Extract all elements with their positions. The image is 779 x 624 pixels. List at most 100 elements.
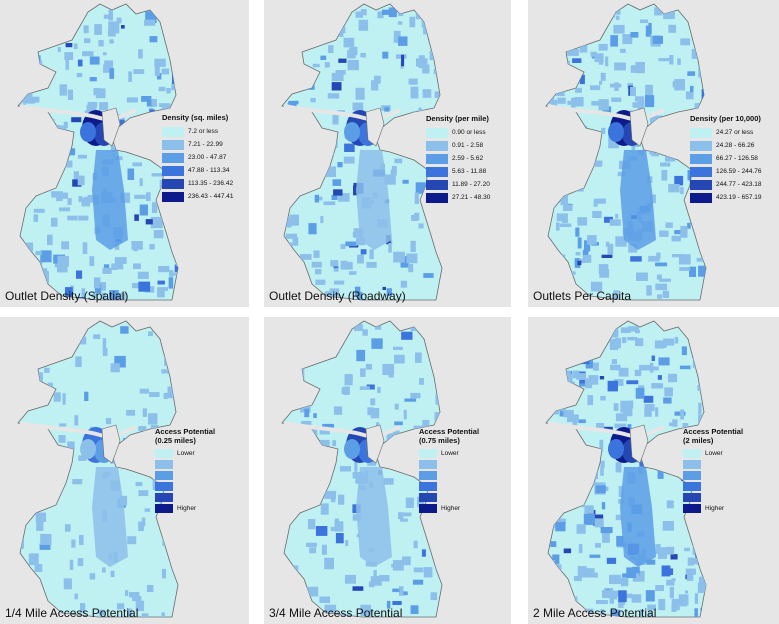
tract [310,97,316,103]
tract [167,386,175,399]
panel-caption: Outlet Density (Roadway) [269,289,406,303]
downtown-hotspot [344,122,360,142]
tract [603,12,616,18]
tract [669,586,674,599]
tract [102,267,112,274]
legend-item: Higher [155,503,215,513]
tract [312,63,320,68]
tract [382,363,395,376]
tract [169,48,178,59]
tract [626,567,637,578]
tract [563,67,574,77]
legend-item: 126.59 - 244.76 [690,165,762,178]
tract [408,263,414,273]
map-panel: Density (per mile) 0.90 or less 0.91 - 2.5… [264,0,511,307]
legend-swatch [162,191,184,202]
tract [388,7,397,18]
tract [601,254,613,258]
legend-title: Access Potential [419,427,480,436]
tract [421,16,426,28]
tract [138,490,149,497]
tract [62,393,66,405]
south-corridor [92,150,128,250]
ship-canal [19,421,137,439]
tract [613,290,619,300]
tract [584,378,593,389]
tract [168,45,174,57]
tract [288,13,296,19]
tract [305,358,316,364]
tract [414,192,419,205]
tract [595,328,607,339]
tract [146,99,152,107]
tract [573,338,577,342]
tract [334,280,345,285]
tract [614,82,619,91]
tract [332,440,337,447]
downtown-hotspot [80,439,96,459]
tract [631,594,642,603]
tract [645,84,653,96]
tract [305,441,314,453]
tract [291,84,301,92]
legend-swatch [162,178,184,189]
downtown-hotspot [344,439,360,459]
legend-swatch [683,448,701,458]
tract [410,327,423,331]
tract [51,217,58,227]
tract [594,518,604,528]
tract [573,332,580,344]
tract [549,403,559,415]
tract [172,64,178,76]
tract [548,251,554,259]
tract [593,198,598,207]
tract [613,24,625,34]
tract [355,472,363,484]
tract [598,43,608,51]
tract [674,80,684,90]
tract [678,254,691,265]
legend-title: Density (per 10,000) [690,114,761,123]
tract [661,447,668,452]
tract [400,591,408,596]
tract [547,486,554,493]
tract [592,572,598,578]
tract [365,561,371,567]
tract [138,281,151,292]
tract [600,395,606,401]
tract [103,64,113,73]
legend-label: 2.59 - 5.62 [452,155,484,162]
tract [685,91,694,100]
tract [29,483,35,491]
tract [158,266,170,273]
tract [75,356,82,367]
tract [648,255,660,262]
tract [306,542,317,548]
tract [413,567,424,573]
map-panel: Density (per 10,000) 24.27 or less 24.28 -… [528,0,779,307]
tract [89,573,96,580]
tract [393,251,405,263]
tract [604,216,613,223]
tract [114,355,126,368]
legend-item [419,492,479,502]
tract [158,287,168,291]
tract [30,96,40,103]
tract [78,154,87,159]
tract [69,559,74,570]
tract [678,594,689,606]
tract [62,327,71,336]
tract [289,20,294,26]
tract [439,282,442,294]
tract [615,213,619,219]
legend-swatch [683,481,701,491]
legend-swatch [690,127,712,138]
tract [546,432,551,439]
tract [67,441,75,451]
tract [86,104,97,117]
tract [589,554,601,558]
tract [584,568,595,578]
tract [646,559,656,565]
tract [611,97,622,102]
tract [429,22,437,30]
